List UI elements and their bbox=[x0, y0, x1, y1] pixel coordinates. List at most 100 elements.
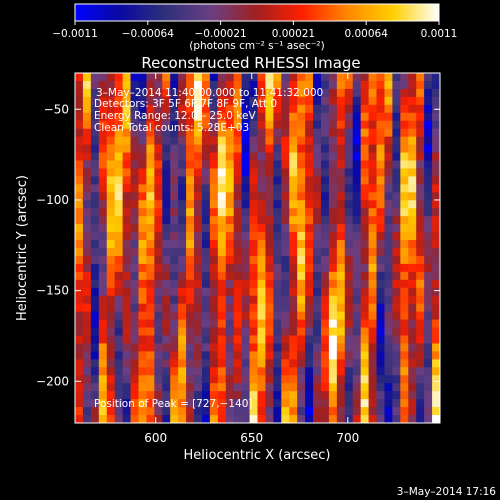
heatmap-cell bbox=[178, 88, 187, 98]
heatmap-cell bbox=[416, 255, 425, 265]
heatmap-cell bbox=[384, 351, 393, 360]
heatmap-cell bbox=[162, 152, 171, 162]
heatmap-cell bbox=[170, 335, 179, 345]
heatmap-cell bbox=[384, 343, 393, 352]
heatmap-cell bbox=[281, 73, 290, 82]
heatmap-cell bbox=[186, 184, 195, 193]
heatmap-cell bbox=[241, 112, 251, 122]
heatmap-cell bbox=[233, 128, 243, 138]
heatmap-cell bbox=[233, 176, 243, 185]
heatmap-cell bbox=[233, 104, 243, 114]
heatmap-cell bbox=[416, 335, 425, 345]
heatmap-cell bbox=[320, 255, 330, 265]
heatmap-cell bbox=[82, 359, 92, 368]
heatmap-cell bbox=[154, 319, 163, 329]
heatmap-cell bbox=[75, 160, 84, 170]
heatmap-cell bbox=[106, 271, 116, 281]
heatmap-cell bbox=[313, 359, 322, 368]
heatmap-cell bbox=[217, 176, 227, 185]
heatmap-cell bbox=[225, 240, 235, 249]
heatmap-cell bbox=[281, 168, 290, 177]
heatmap-cell bbox=[217, 232, 227, 241]
heatmap-cell bbox=[233, 303, 243, 313]
heatmap-cell bbox=[162, 295, 171, 305]
heatmap-cell bbox=[186, 128, 195, 138]
heatmap-cell bbox=[209, 295, 219, 305]
heatmap-cell bbox=[162, 176, 171, 185]
heatmap-cell bbox=[328, 176, 338, 185]
heatmap-cell bbox=[416, 351, 425, 360]
heatmap-cell bbox=[106, 407, 116, 416]
heatmap-cell bbox=[90, 271, 100, 281]
heatmap-cell bbox=[98, 255, 108, 265]
heatmap-cell bbox=[178, 415, 187, 423]
heatmap-cell bbox=[344, 335, 354, 345]
heatmap-cell bbox=[305, 120, 314, 130]
heatmap-cell bbox=[194, 335, 203, 345]
heatmap-cell bbox=[82, 96, 92, 106]
heatmap-cell bbox=[400, 168, 409, 177]
x-tick-label: 650 bbox=[240, 431, 263, 445]
heatmap-cell bbox=[217, 343, 227, 352]
heatmap-cell bbox=[201, 335, 211, 345]
heatmap-cell bbox=[178, 232, 187, 241]
heatmap-cell bbox=[368, 319, 378, 329]
heatmap-cell bbox=[360, 375, 370, 384]
heatmap-cell bbox=[138, 168, 148, 177]
heatmap-cell bbox=[138, 375, 148, 384]
heatmap-cell bbox=[400, 415, 409, 423]
heatmap-cell bbox=[320, 224, 330, 233]
heatmap-cell bbox=[162, 120, 171, 130]
heatmap-cell bbox=[416, 136, 425, 146]
heatmap-cell bbox=[146, 311, 155, 321]
heatmap-cell bbox=[186, 327, 195, 337]
heatmap-cell bbox=[146, 104, 155, 114]
heatmap-cell bbox=[376, 224, 386, 233]
heatmap-cell bbox=[162, 271, 171, 281]
heatmap-cell bbox=[257, 359, 267, 368]
heatmap-cell bbox=[249, 136, 259, 146]
heatmap-cell bbox=[360, 287, 370, 297]
heatmap-cell bbox=[75, 391, 84, 400]
heatmap-cell bbox=[98, 375, 108, 384]
heatmap-cell bbox=[328, 367, 338, 376]
heatmap-cell bbox=[90, 263, 100, 273]
heatmap-cell bbox=[344, 311, 354, 321]
heatmap-cell bbox=[217, 224, 227, 233]
heatmap-cell bbox=[241, 216, 251, 225]
heatmap-cell bbox=[122, 120, 132, 130]
heatmap-cell bbox=[178, 399, 187, 408]
heatmap-cell bbox=[257, 184, 267, 193]
heatmap-cell bbox=[98, 120, 108, 130]
heatmap-cell bbox=[162, 367, 171, 376]
heatmap-cell bbox=[360, 415, 370, 423]
heatmap-cell bbox=[217, 415, 227, 423]
heatmap-cell bbox=[225, 96, 235, 106]
heatmap-cell bbox=[249, 192, 259, 201]
heatmap-cell bbox=[368, 73, 378, 82]
heatmap-cell bbox=[90, 232, 100, 241]
heatmap-cell bbox=[90, 311, 100, 321]
heatmap-cell bbox=[249, 271, 259, 281]
heatmap-cell bbox=[392, 359, 401, 368]
heatmap-cell bbox=[201, 351, 211, 360]
heatmap-cell bbox=[201, 168, 211, 177]
heatmap-cell bbox=[432, 327, 440, 337]
heatmap-cell bbox=[209, 415, 219, 423]
heatmap-cell bbox=[297, 104, 306, 114]
heatmap-cell bbox=[225, 224, 235, 233]
heatmap-cell bbox=[328, 295, 338, 305]
heatmap-cell bbox=[130, 415, 140, 423]
heatmap-cell bbox=[154, 248, 163, 257]
heatmap-cell bbox=[273, 136, 282, 146]
heatmap-cell bbox=[416, 120, 425, 130]
heatmap-cell bbox=[281, 136, 290, 146]
heatmap-cell bbox=[305, 335, 314, 345]
heatmap-cell bbox=[194, 224, 203, 233]
heatmap-cell bbox=[114, 375, 124, 384]
heatmap-cell bbox=[201, 415, 211, 423]
heatmap-cell bbox=[233, 399, 243, 408]
heatmap-cell bbox=[368, 96, 378, 106]
heatmap-cell bbox=[186, 168, 195, 177]
heatmap-cell bbox=[90, 391, 100, 400]
